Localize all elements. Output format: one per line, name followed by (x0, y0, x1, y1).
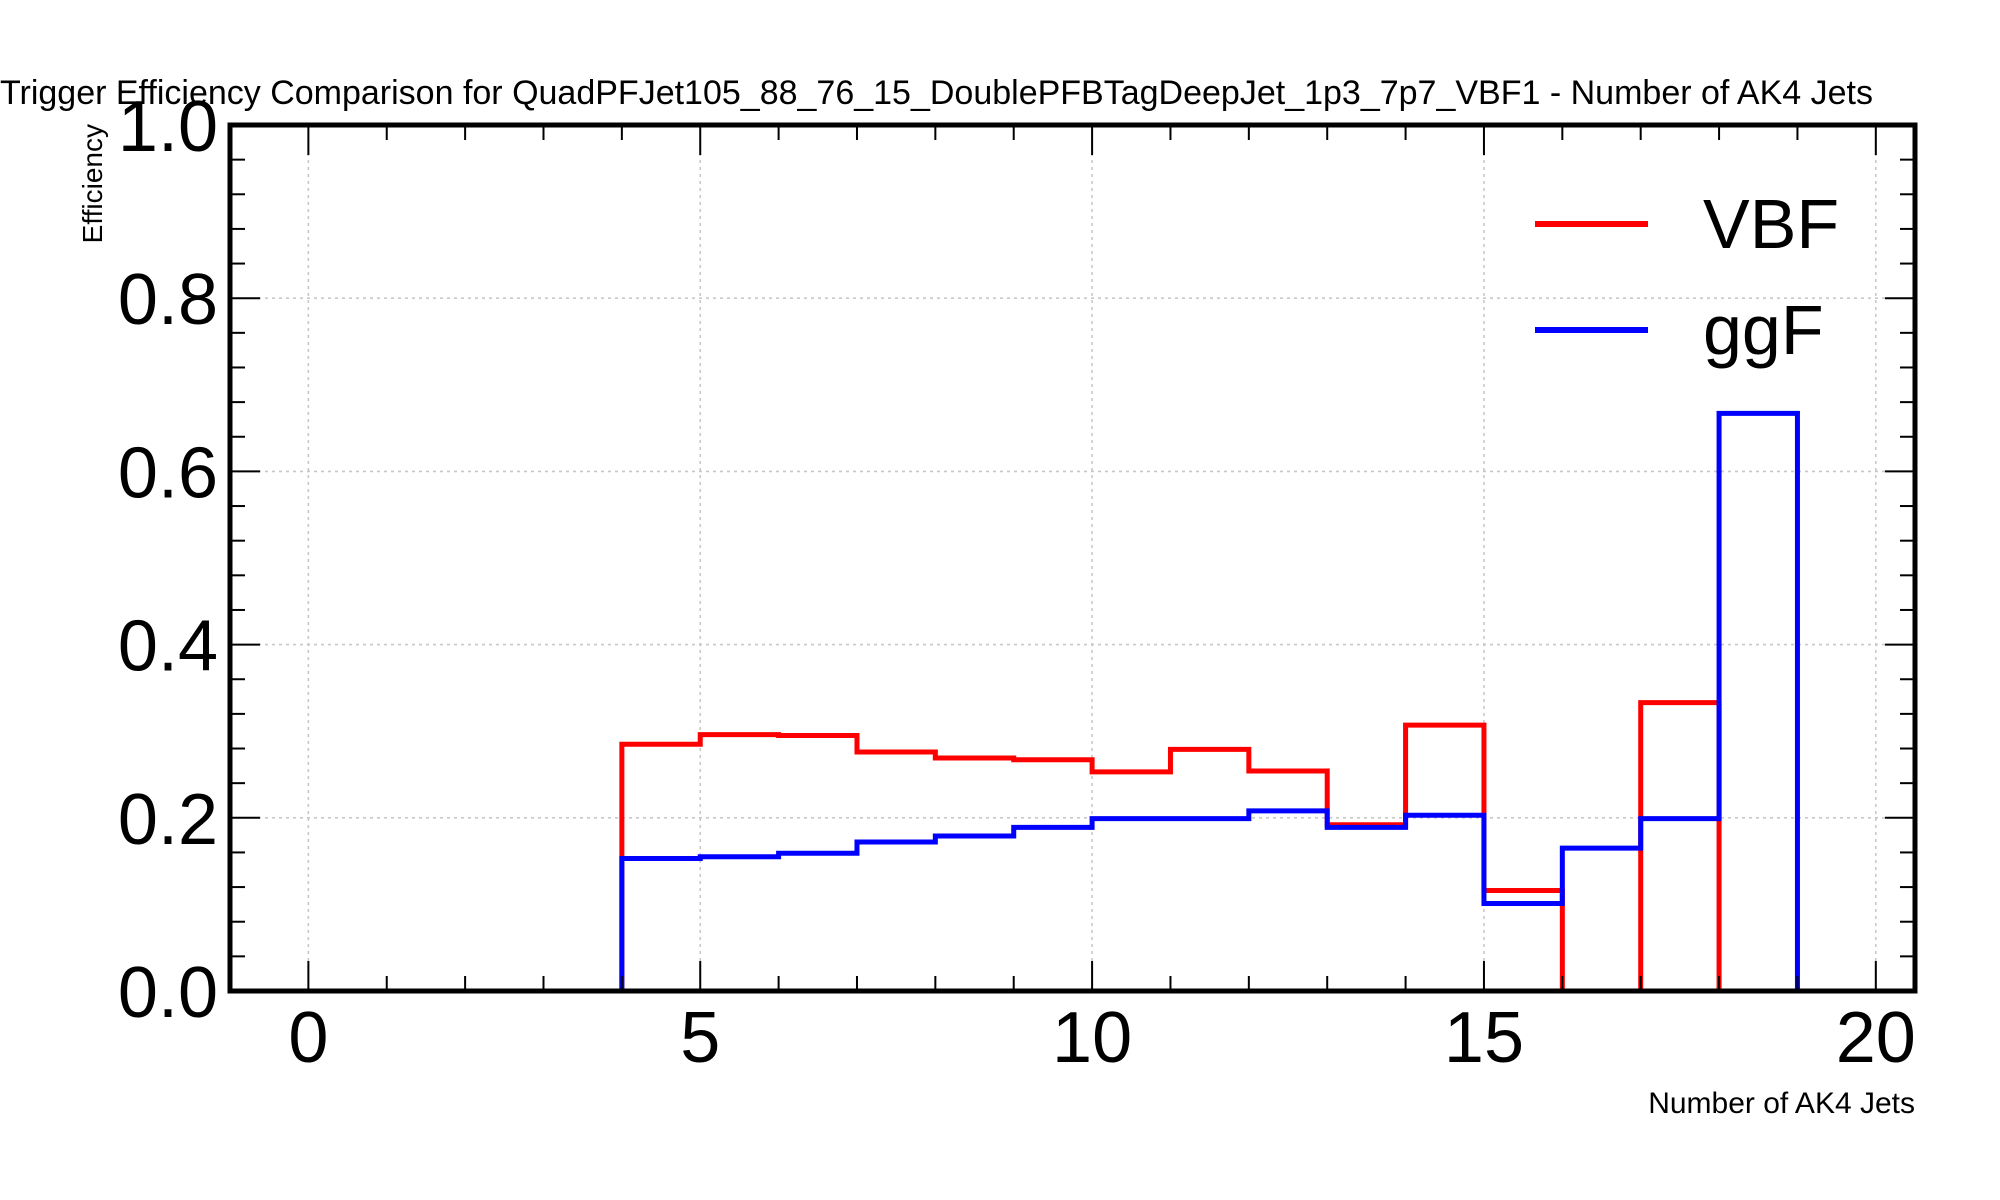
x-tick-label: 20 (1836, 998, 1916, 1078)
ticks (229, 124, 1915, 992)
x-axis-title: Number of AK4 Jets (1648, 1087, 1915, 1120)
plot-frame (227, 122, 1918, 994)
legend-label-vbf: VBF (1703, 185, 1839, 263)
y-axis-title: Efficiency (77, 124, 108, 243)
legend: VBF ggF (1535, 185, 1839, 369)
x-tick-label: 10 (1052, 998, 1132, 1078)
tick-labels: 0 5 10 15 20 0.0 0.2 0.4 0.6 0.8 1.0 (118, 87, 1916, 1078)
grid (230, 125, 1915, 991)
legend-label-ggf: ggF (1703, 291, 1824, 369)
y-tick-label: 1.0 (118, 87, 218, 167)
series-line-ggf (308, 410, 1876, 994)
y-tick-label: 0.8 (118, 260, 218, 340)
y-tick-label: 0.4 (118, 607, 218, 687)
y-tick-label: 0.2 (118, 780, 218, 860)
x-tick-label: 5 (680, 998, 720, 1078)
x-tick-label: 0 (288, 998, 328, 1078)
y-tick-label: 0.6 (118, 433, 218, 513)
y-tick-label: 0.0 (118, 953, 218, 1033)
x-tick-label: 15 (1444, 998, 1524, 1078)
chart-title: Trigger Efficiency Comparison for QuadPF… (0, 74, 1873, 112)
